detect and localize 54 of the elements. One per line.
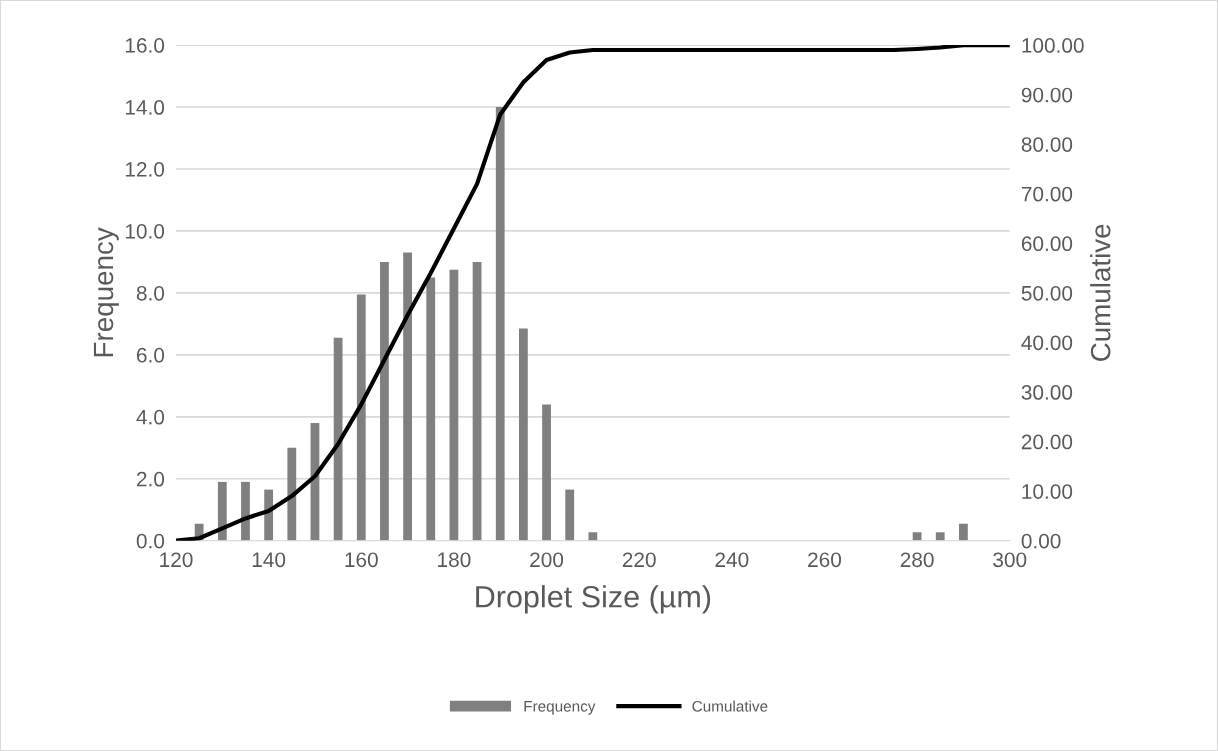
y2-tick-label: 100.00: [1022, 38, 1084, 53]
bar: [403, 252, 412, 541]
bar: [380, 261, 389, 541]
y-axis-title: Frequency: [93, 227, 119, 357]
y2-tick-label: 10.00: [1022, 484, 1073, 499]
bar: [449, 269, 459, 541]
x-tick-label: 180: [438, 552, 471, 568]
x-tick-label: 200: [530, 552, 564, 568]
bar: [495, 107, 505, 541]
bar: [264, 489, 274, 541]
y2-tick-label: 40.00: [1021, 335, 1073, 351]
bar: [287, 447, 297, 541]
bar: [472, 261, 482, 541]
y-tick-label: 0.0: [136, 533, 165, 549]
y2-axis-title: Cumulative: [1090, 224, 1111, 361]
y-tick-label: 16.0: [125, 38, 165, 53]
y2-tick-label: 70.00: [1021, 186, 1073, 202]
bar: [935, 532, 945, 541]
legend-label: Cumulative: [692, 700, 768, 712]
bar: [588, 532, 598, 541]
bar: [542, 404, 551, 541]
x-axis-title: Droplet Size (µm): [476, 585, 711, 614]
y-tick-label: 2.0: [136, 471, 165, 487]
x-tick-label: 280: [900, 552, 934, 568]
bar: [959, 523, 968, 541]
bar: [565, 489, 575, 541]
bar: [217, 481, 227, 541]
bar: [241, 481, 250, 541]
x-tick-label: 300: [993, 552, 1027, 568]
y-tick-label: 6.0: [136, 347, 165, 363]
y2-tick-label: 50.00: [1021, 285, 1073, 301]
x-tick-label: 160: [345, 552, 378, 568]
y2-tick-label: 60.00: [1021, 236, 1073, 252]
x-tick-label: 240: [715, 552, 749, 568]
y-tick-label: 8.0: [136, 285, 165, 301]
line-series: [176, 45, 1010, 541]
bar: [333, 337, 343, 541]
bar: [518, 328, 528, 541]
y2-tick-label: 80.00: [1021, 137, 1073, 152]
legend-label: Frequency: [524, 701, 596, 715]
y2-tick-label: 30.00: [1021, 385, 1073, 400]
y2-tick-label: 0.00: [1021, 533, 1061, 549]
y-tick-label: 4.0: [136, 409, 165, 425]
x-tick-label: 120: [160, 552, 193, 568]
bar: [356, 294, 366, 541]
y-tick-label: 10.0: [125, 223, 165, 239]
y-tick-label: 12.0: [125, 161, 165, 177]
x-tick-label: 260: [808, 552, 842, 568]
bar: [426, 277, 436, 541]
y-tick-label: 14.0: [125, 100, 165, 115]
y2-tick-label: 90.00: [1021, 87, 1073, 103]
x-tick-label: 140: [252, 552, 286, 568]
x-tick-label: 220: [622, 552, 656, 568]
y2-tick-label: 20.00: [1021, 434, 1073, 450]
